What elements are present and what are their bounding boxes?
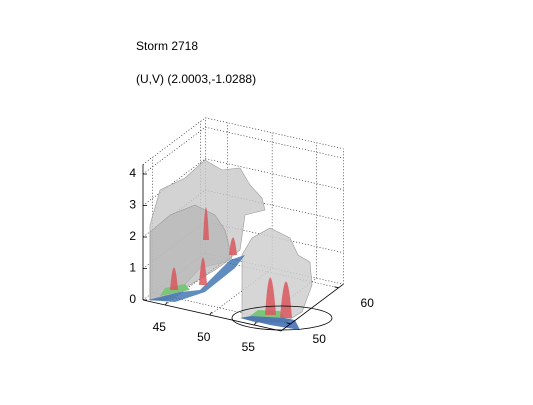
grid-line <box>205 221 344 253</box>
red-isosurface <box>170 267 178 290</box>
y-axis <box>280 283 344 332</box>
grid-line <box>205 126 344 159</box>
grid-line <box>142 158 206 206</box>
x-tick <box>164 301 168 306</box>
chart-title: Storm 2718 <box>136 39 198 53</box>
red-isosurface <box>280 281 292 318</box>
grid-line <box>205 189 344 222</box>
y-tick-label: 60 <box>361 296 375 310</box>
z-tick-label: 3 <box>129 198 136 212</box>
z-tick-label: 0 <box>129 292 136 306</box>
z-tick-label: 4 <box>129 166 136 180</box>
x-tick-label: 55 <box>242 340 256 354</box>
box-edge <box>142 117 206 165</box>
x-axis <box>142 299 282 332</box>
grid-line <box>209 267 273 316</box>
box-edge <box>205 117 344 150</box>
y-tick <box>334 286 339 289</box>
x-tick <box>209 311 213 316</box>
z-tick-label: 1 <box>129 261 136 275</box>
blue-isosurface <box>240 314 300 330</box>
grid-line <box>205 252 344 285</box>
red-isosurface <box>229 237 237 255</box>
blue-isosurface <box>148 255 245 302</box>
red-isosurface <box>199 257 207 285</box>
x-tick-label: 50 <box>197 330 211 344</box>
grid-line <box>205 158 344 190</box>
x-tick-label: 45 <box>153 320 167 334</box>
red-isosurface <box>203 207 209 240</box>
surfaces <box>148 159 333 331</box>
y-tick <box>286 322 291 325</box>
red-isosurface <box>265 277 276 315</box>
grid-line <box>200 256 339 289</box>
grid-line <box>142 126 206 175</box>
chart-subtitle: (U,V) (2.0003,-1.0288) <box>136 72 256 86</box>
axes: 0 1 2 3 4 45 50 55 50 60 <box>129 164 375 354</box>
y-tick-label: 50 <box>313 332 327 346</box>
x-tick <box>253 321 257 326</box>
z-tick-label: 2 <box>129 229 136 243</box>
